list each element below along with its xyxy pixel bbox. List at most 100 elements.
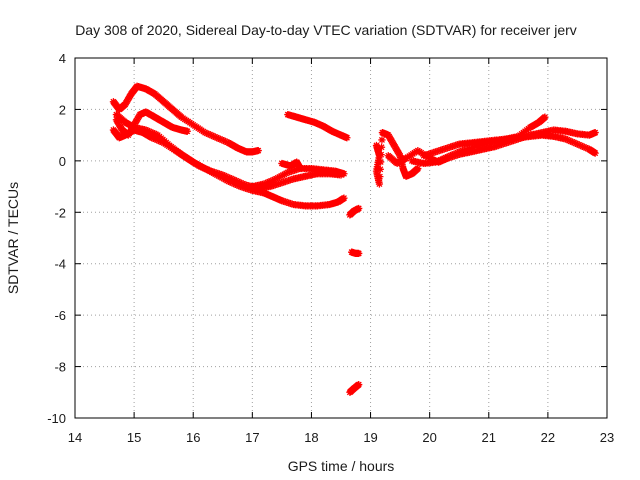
data-point [377,158,385,166]
data-point [142,126,150,134]
axis-ticks: 14 15 16 17 18 19 20 21 22 23 -10 -8 -6 -4 -2 0 2 4 [47,51,614,445]
data-point [225,177,233,186]
data-point [263,178,272,187]
chart-title: Day 308 of 2020, Sidereal Day-to-day VTE… [75,22,577,38]
data-point [269,176,277,184]
data-point [267,177,275,185]
data-point [152,130,160,139]
x-tick-label: 16 [186,430,200,445]
data-point [575,141,583,149]
data-point [270,175,278,184]
data-point [204,130,213,138]
data-point [265,178,273,186]
series-arc-mid-e [248,164,348,191]
data-point [448,151,457,159]
x-tick-label: 18 [304,430,318,445]
data-point [377,151,385,159]
data-point [218,136,226,144]
x-tick-label: 20 [422,430,436,445]
data-point [211,133,219,141]
x-tick-label: 23 [600,430,614,445]
data-point [355,380,363,389]
y-tick-label: 2 [59,102,66,117]
data-point [149,134,158,143]
data-point [355,204,363,213]
data-point [144,127,152,135]
data-point [225,174,234,182]
data-point [239,180,247,188]
data-point [155,137,163,145]
x-axis-label: GPS time / hours [288,458,395,474]
data-point [433,157,441,166]
series-arc-right-n [408,131,599,168]
data-points [109,82,599,396]
data-point [234,178,242,186]
data-point [452,149,460,157]
data-point [233,181,241,189]
data-point [583,144,592,153]
x-tick-label: 21 [482,430,496,445]
data-point [229,175,237,184]
y-axis-label: SDTVAR / TECUs [5,182,21,294]
data-point [453,148,462,157]
data-point [262,179,270,187]
data-point [296,163,304,171]
series-arc-gap-j [346,380,363,396]
data-point [563,136,571,144]
data-point [541,113,549,121]
data-point [442,154,450,162]
data-point [568,138,576,146]
series-arc-gap-i [348,248,363,258]
data-point [214,134,223,143]
data-point [343,134,351,142]
data-point [440,154,448,163]
x-tick-label: 19 [363,430,377,445]
data-point [151,135,159,143]
data-point [580,143,588,151]
data-point [237,179,245,187]
data-point [223,138,231,146]
data-point [437,156,445,164]
x-tick-label: 15 [127,430,141,445]
data-point [232,177,240,185]
y-tick-label: -10 [47,411,66,426]
data-point [203,129,211,137]
series-arc-upper-d [112,110,348,210]
data-point [209,132,218,140]
data-point [145,127,153,136]
data-point [226,178,234,186]
data-point [340,170,348,178]
y-tick-label: 0 [59,154,66,169]
data-point [227,175,235,183]
data-point [221,137,229,145]
data-point [235,182,243,190]
y-tick-label: -6 [54,308,66,323]
data-point [562,135,570,143]
series-arc-upper-a [109,82,262,156]
data-point [591,128,599,137]
data-point [149,129,157,137]
data-point [147,128,155,136]
data-point [582,144,590,152]
series-arc-mid-f [278,158,304,171]
data-point [450,150,458,158]
data-point [216,135,224,143]
data-point [220,137,228,145]
data-point [228,179,236,187]
data-point [565,136,573,145]
data-point [573,140,582,148]
data-point [414,164,422,173]
data-point [355,249,363,258]
x-tick-label: 17 [245,430,259,445]
data-point [445,152,453,160]
data-point [577,142,585,150]
x-tick-label: 14 [68,430,82,445]
data-point [241,180,249,189]
data-point [231,180,240,188]
data-point [431,158,440,166]
data-point [208,131,216,140]
data-point [236,178,244,186]
series-arc-late-g [284,110,351,142]
